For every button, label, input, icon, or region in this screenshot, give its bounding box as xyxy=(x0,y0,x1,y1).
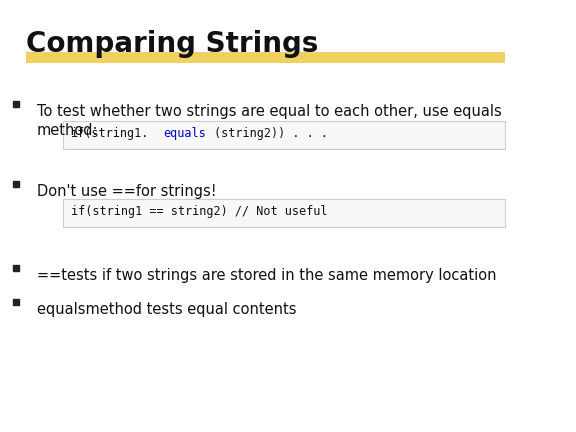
Text: if(string1.: if(string1. xyxy=(71,127,149,140)
FancyBboxPatch shape xyxy=(63,199,505,227)
Text: To test whether two strings are equal to each other, use equals
method:: To test whether two strings are equal to… xyxy=(37,104,502,139)
Text: Comparing Strings: Comparing Strings xyxy=(26,30,319,58)
FancyBboxPatch shape xyxy=(26,52,505,63)
Text: equalsmethod tests equal contents: equalsmethod tests equal contents xyxy=(37,302,296,318)
Text: Don't use ==for strings!: Don't use ==for strings! xyxy=(37,184,217,199)
Text: if(string1 == string2) // Not useful: if(string1 == string2) // Not useful xyxy=(71,205,328,218)
Text: ==tests if two strings are stored in the same memory location: ==tests if two strings are stored in the… xyxy=(37,268,497,283)
Text: equals: equals xyxy=(164,127,206,140)
FancyBboxPatch shape xyxy=(63,121,505,149)
Text: (string2)) . . .: (string2)) . . . xyxy=(214,127,328,140)
